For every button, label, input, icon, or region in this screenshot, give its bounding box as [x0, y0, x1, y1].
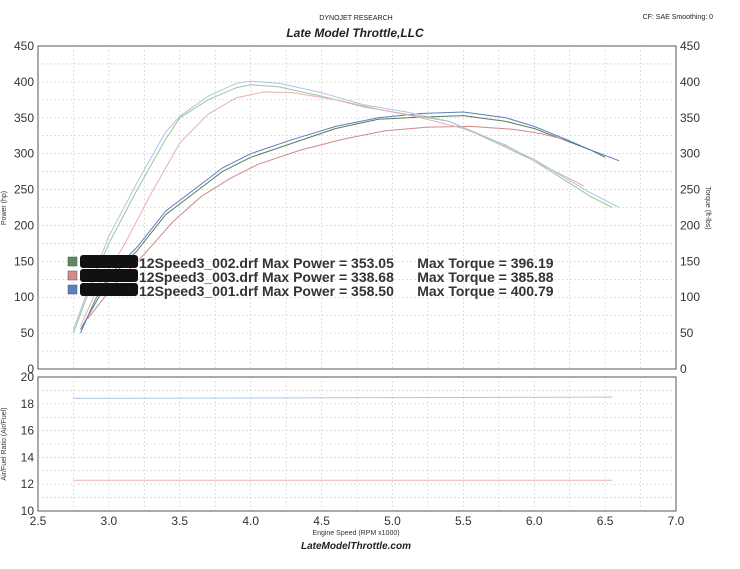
afr-tick-label: 18	[21, 397, 35, 411]
series-line-torque	[72, 80, 620, 330]
afr-tick-label: 20	[21, 370, 35, 384]
legend-entry: 12Speed3_002.drf Max Power = 353.05 Max …	[139, 255, 554, 271]
x-tick-label: 6.5	[597, 514, 614, 528]
legend-swatch	[67, 284, 78, 295]
y-tick-label-right: 400	[680, 75, 700, 89]
x-tick-label: 3.0	[101, 514, 118, 528]
company-label: DYNOJET RESEARCH	[319, 15, 392, 22]
power-grid	[38, 46, 676, 369]
y-tick-label-right: 300	[680, 147, 700, 161]
x-tick-label: 6.0	[526, 514, 543, 528]
y-tick-label-left: 200	[14, 218, 34, 232]
y-tick-label-left: 450	[14, 39, 34, 53]
y-tick-label-right: 200	[680, 218, 700, 232]
series-line-power	[80, 111, 620, 334]
x-tick-label: 4.5	[313, 514, 330, 528]
legend-entry: 12Speed3_003.drf Max Power = 338.68 Max …	[139, 269, 554, 285]
y-tick-label-left: 400	[14, 75, 34, 89]
y-tick-label-right: 100	[680, 290, 700, 304]
x-tick-label: 3.5	[171, 514, 188, 528]
legend-swatch	[67, 256, 78, 267]
y-tick-label-right: 350	[680, 111, 700, 125]
afr-series-line	[73, 396, 613, 399]
afr-tick-label: 10	[21, 504, 35, 518]
afr-axis-title: Air/Fuel Ratio (Air/Fuel)	[1, 407, 8, 480]
footer-url: LateModelThrottle.com	[301, 541, 411, 552]
afr-tick-label: 14	[21, 450, 35, 464]
y-tick-label-left: 350	[14, 111, 34, 125]
afr-tick-label: 12	[21, 477, 35, 491]
y-tick-label-left: 50	[21, 326, 35, 340]
legend: 12Speed3_002.drf Max Power = 353.05 Max …	[67, 255, 554, 299]
x-tick-label: 2.5	[30, 514, 47, 528]
legend-redaction	[80, 269, 138, 282]
y-axis-left-title: Power (hp)	[1, 191, 8, 225]
y-axis-right-title: Torque (ft-lbs)	[704, 186, 711, 229]
legend-redaction	[80, 283, 138, 296]
y-tick-label-left: 150	[14, 254, 34, 268]
y-tick-label-left: 250	[14, 183, 34, 197]
x-axis-title: Engine Speed (RPM x1000)	[312, 530, 399, 537]
y-tick-label-right: 250	[680, 183, 700, 197]
x-tick-label: 5.0	[384, 514, 401, 528]
x-tick-label: 7.0	[668, 514, 685, 528]
y-tick-label-right: 50	[680, 326, 694, 340]
y-tick-label-left: 300	[14, 147, 34, 161]
afr-series	[73, 396, 613, 481]
y-tick-label-right: 0	[680, 362, 687, 376]
y-tick-label-left: 100	[14, 290, 34, 304]
legend-redaction	[80, 255, 138, 268]
series-line-power	[87, 125, 570, 320]
chart-title: Late Model Throttle,LLC	[286, 26, 424, 40]
x-tick-label: 5.5	[455, 514, 472, 528]
y-tick-label-left: 0	[27, 362, 34, 376]
legend-swatch	[67, 270, 78, 281]
settings-label: CF: SAE Smoothing: 0	[643, 14, 714, 21]
legend-entry: 12Speed3_001.drf Max Power = 358.50 Max …	[139, 283, 554, 299]
y-tick-label-right: 450	[680, 39, 700, 53]
afr-axis-ticks: 10 12 14 16 18 20 2.5 3.0 3.5 4.0 4.5 5.0 5.5 6.0 6.5 7…	[21, 370, 685, 528]
power-axis-ticks: 0 0 50 50 100 100 150 150 200 200 250 250 300 300 350 3…	[14, 39, 700, 376]
afr-tick-label: 16	[21, 424, 35, 438]
y-tick-label-right: 150	[680, 254, 700, 268]
x-tick-label: 4.0	[242, 514, 259, 528]
